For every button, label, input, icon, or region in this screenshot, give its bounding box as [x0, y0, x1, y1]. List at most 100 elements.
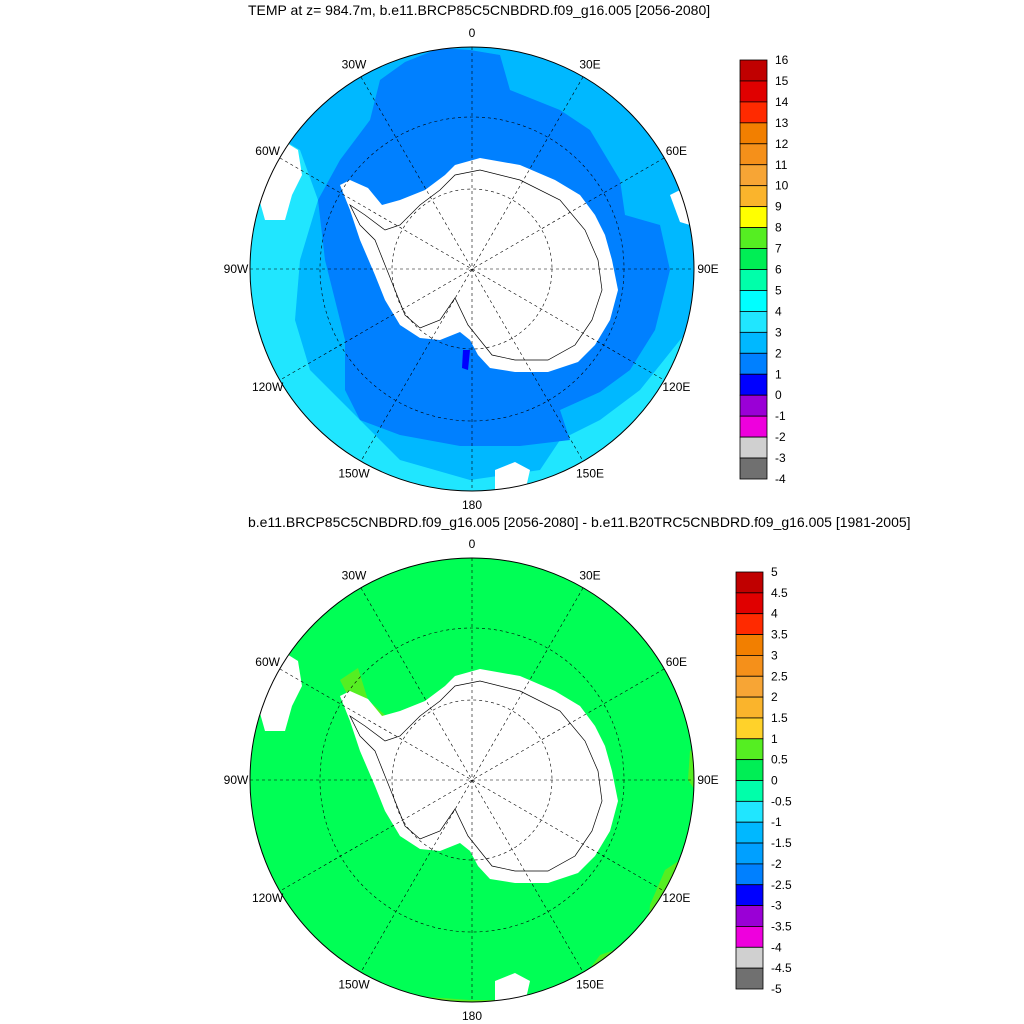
longitude-label: 60W [255, 144, 280, 158]
colorbar-tick-label: -1 [775, 409, 786, 423]
colorbar-tick-label: 9 [775, 200, 782, 214]
coastline-2 [349, 680, 603, 872]
longitude-label: 90W [224, 773, 249, 787]
longitude-label: 30E [579, 58, 600, 72]
graticule-2 [250, 558, 694, 1002]
colorbar-box [735, 592, 764, 615]
colorbar-tick-label: -2 [775, 430, 786, 444]
colorbar-box [739, 394, 768, 417]
colorbar-tick-label: -1.5 [771, 836, 792, 850]
colorbar-tick-label: 12 [775, 137, 789, 151]
longitude-label: 30W [342, 569, 367, 583]
ocean-field-05-1-east [585, 750, 694, 975]
longitude-label: 150E [576, 466, 604, 480]
colorbar-tick-label: 10 [775, 179, 789, 193]
longitude-label: 120W [252, 891, 284, 905]
colorbar-box [735, 800, 764, 823]
colorbar-box [739, 457, 768, 480]
colorbar-box [735, 738, 764, 761]
colorbar-tick-label: 1.5 [771, 711, 788, 725]
colorbar-tick-label: 4 [771, 607, 778, 621]
colorbar-tick-label: 2.5 [771, 669, 788, 683]
colorbar-box [739, 248, 768, 270]
map-panel-2: 0 30E 60E 90E 120E 150E 180 150W 120W 90W 60W 30W [224, 537, 719, 1023]
colorbar-box [739, 331, 768, 354]
colorbar-box [735, 842, 764, 865]
colorbar-tick-label: 13 [775, 116, 789, 130]
colorbar-tick-label: -4 [771, 940, 782, 954]
longitude-label: 90E [697, 773, 718, 787]
colorbar-box [739, 185, 768, 208]
longitude-label: 0 [469, 537, 476, 551]
colorbar-tick-label: 2 [771, 690, 778, 704]
colorbar-tick-label: 3 [771, 648, 778, 662]
colorbar-tick-label: 0 [775, 388, 782, 402]
colorbar-tick-label: 1 [771, 732, 778, 746]
colorbar-tick-label: 15 [775, 74, 789, 88]
coastline [349, 169, 603, 361]
colorbar-box [735, 863, 764, 886]
longitude-label: 90E [697, 262, 718, 276]
longitude-label: 150W [338, 466, 370, 480]
longitude-label: 150W [338, 977, 370, 991]
colorbar-tick-label: -2 [771, 857, 782, 871]
panel1-title: TEMP at z= 984.7m, b.e11.BRCP85C5CNBDRD.… [248, 2, 711, 18]
colorbar-tick-label: 5 [771, 565, 778, 579]
colorbar-box [739, 227, 768, 249]
colorbar-tick-label: -1 [771, 815, 782, 829]
longitude-label: 60E [666, 655, 687, 669]
colorbar-tick-label: 3 [775, 325, 782, 339]
colorbar-tick-label: -5 [771, 982, 782, 996]
colorbar-tick-label: 16 [775, 53, 789, 67]
longitude-label: 180 [462, 498, 482, 512]
longitude-label: 120E [662, 380, 690, 394]
colorbar-tick-label: -0.5 [771, 794, 792, 808]
colorbar-tick-label: -4 [775, 472, 786, 486]
longitude-label: 30W [342, 58, 367, 72]
panel2-title: b.e11.BRCP85C5CNBDRD.f09_g16.005 [2056-2… [248, 514, 911, 530]
colorbar-box [739, 122, 768, 145]
colorbar-tick-label: 2 [775, 346, 782, 360]
longitude-label: 120W [252, 380, 284, 394]
colorbar-tick-label: -4.5 [771, 961, 792, 975]
colorbar-tick-label: 6 [775, 263, 782, 277]
colorbar-box [735, 696, 764, 719]
colorbar-tick-label: -3.5 [771, 919, 792, 933]
colorbar-box [735, 926, 764, 948]
colorbar-box [735, 967, 764, 990]
colorbar-tick-label: -3 [771, 899, 782, 913]
land-new-zealand [495, 462, 530, 491]
map-border-2 [249, 557, 695, 1003]
colorbar-box [735, 780, 764, 802]
colorbar-box [739, 310, 768, 333]
colorbar-box [735, 675, 764, 698]
colorbar-box [739, 164, 768, 187]
land-south-america-2 [258, 651, 302, 731]
colorbar-box [739, 415, 768, 438]
land-new-zealand-2 [495, 973, 530, 1002]
colorbar-box [739, 59, 768, 82]
longitude-labels-2: 0 30E 60E 90E 120E 150E 180 150W 120W 90W 60W 30W [224, 537, 719, 1023]
land-south-america [258, 140, 302, 220]
colorbar-box [739, 436, 768, 459]
longitude-label: 30E [579, 569, 600, 583]
graticule [250, 47, 694, 491]
colorbar-box [735, 905, 764, 927]
longitude-label: 180 [462, 1009, 482, 1023]
map-panel-1: 0 30E 60E 90E 120E 150E 180 150W 120W 90W 60W 30W [224, 26, 719, 512]
colorbar-box [735, 717, 764, 740]
colorbar-box [735, 884, 764, 907]
colorbar-tick-label: 11 [775, 158, 788, 172]
colorbar-tick-label: 0 [771, 774, 778, 788]
ocean-field-0-1 [462, 350, 470, 370]
colorbar-tick-label: 5 [775, 283, 782, 297]
colorbar-tick-label: 3.5 [771, 628, 788, 642]
colorbar-tick-label: 8 [775, 221, 782, 235]
longitude-label: 120E [662, 891, 690, 905]
colorbar-box [739, 206, 768, 228]
colorbar-box [735, 821, 764, 844]
colorbar-box [735, 655, 764, 677]
colorbar-box [735, 634, 764, 656]
